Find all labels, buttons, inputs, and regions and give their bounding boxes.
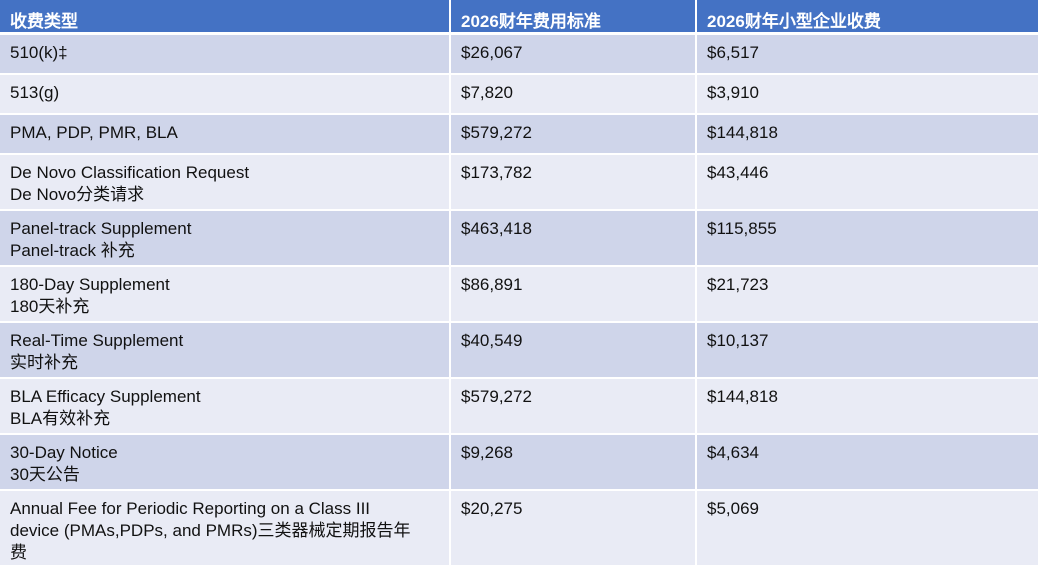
table-row: 510(k)‡ $26,067 $6,517	[0, 35, 1038, 75]
fee-table-body: 510(k)‡ $26,067 $6,517 513(g) $7,820 $3,910 PM…	[0, 35, 1038, 567]
fee-type-cell: PMA, PDP, PMR, BLA	[0, 115, 451, 155]
small-business-fee-cell: $6,517	[697, 35, 1038, 75]
fee-type-label: Annual Fee for Periodic Reporting on a C…	[10, 499, 371, 518]
fee-type-label: 30-Day Notice	[10, 443, 118, 462]
small-business-fee-cell: $43,446	[697, 155, 1038, 211]
fee-type-label: 30天公告	[10, 465, 80, 484]
header-standard-fee: 2026财年费用标准	[451, 0, 697, 35]
table-row: Annual Fee for Periodic Reporting on a C…	[0, 491, 1038, 567]
fee-type-cell: De Novo Classification Request De Novo分类请…	[0, 155, 451, 211]
table-row: 513(g) $7,820 $3,910	[0, 75, 1038, 115]
standard-fee-cell: $7,820	[451, 75, 697, 115]
fee-type-label: BLA有效补充	[10, 409, 111, 428]
fee-type-cell: Panel-track Supplement Panel-track 补充	[0, 211, 451, 267]
fee-type-label: device (PMAs,PDPs, and PMRs)三类器械定期报告年	[10, 521, 411, 540]
fee-type-cell: 30-Day Notice 30天公告	[0, 435, 451, 491]
fee-type-cell: 513(g)	[0, 75, 451, 115]
fee-type-label: 513(g)	[10, 83, 60, 102]
table-row: PMA, PDP, PMR, BLA $579,272 $144,818	[0, 115, 1038, 155]
small-business-fee-cell: $21,723	[697, 267, 1038, 323]
small-business-fee-cell: $115,855	[697, 211, 1038, 267]
table-row: Panel-track Supplement Panel-track 补充 $463…	[0, 211, 1038, 267]
fee-type-label: 180天补充	[10, 297, 90, 316]
fee-type-label: PMA, PDP, PMR, BLA	[10, 123, 178, 142]
fee-type-label: De Novo分类请求	[10, 185, 145, 204]
small-business-fee-cell: $3,910	[697, 75, 1038, 115]
table-row: 180-Day Supplement 180天补充 $86,891 $21,723	[0, 267, 1038, 323]
small-business-fee-cell: $144,818	[697, 379, 1038, 435]
fee-type-label: Real-Time Supplement	[10, 331, 184, 350]
table-row: De Novo Classification Request De Novo分类请…	[0, 155, 1038, 211]
standard-fee-cell: $579,272	[451, 115, 697, 155]
table-row: BLA Efficacy Supplement BLA有效补充 $579,272 $1…	[0, 379, 1038, 435]
table-row: Real-Time Supplement 实时补充 $40,549 $10,137	[0, 323, 1038, 379]
standard-fee-cell: $26,067	[451, 35, 697, 75]
header-row: 收费类型 2026财年费用标准 2026财年小型企业收费	[0, 0, 1038, 35]
fee-type-label: 实时补充	[10, 353, 78, 372]
fee-type-label: Panel-track Supplement	[10, 219, 192, 238]
small-business-fee-cell: $4,634	[697, 435, 1038, 491]
standard-fee-cell: $20,275	[451, 491, 697, 567]
fee-type-label: 510(k)‡	[10, 43, 68, 62]
small-business-fee-cell: $5,069	[697, 491, 1038, 567]
fee-type-cell: 510(k)‡	[0, 35, 451, 75]
standard-fee-cell: $86,891	[451, 267, 697, 323]
fee-type-label: De Novo Classification Request	[10, 163, 250, 182]
fee-type-label: 180-Day Supplement	[10, 275, 170, 294]
fee-type-label: BLA Efficacy Supplement	[10, 387, 201, 406]
standard-fee-cell: $40,549	[451, 323, 697, 379]
fee-type-cell: Real-Time Supplement 实时补充	[0, 323, 451, 379]
standard-fee-cell: $9,268	[451, 435, 697, 491]
fee-type-label: 费	[10, 543, 27, 562]
fee-type-label: Panel-track 补充	[10, 241, 135, 260]
fee-type-cell: BLA Efficacy Supplement BLA有效补充	[0, 379, 451, 435]
small-business-fee-cell: $10,137	[697, 323, 1038, 379]
header-small-business-fee: 2026财年小型企业收费	[697, 0, 1038, 35]
header-fee-type: 收费类型	[0, 0, 451, 35]
fee-type-cell: Annual Fee for Periodic Reporting on a C…	[0, 491, 451, 567]
standard-fee-cell: $173,782	[451, 155, 697, 211]
standard-fee-cell: $463,418	[451, 211, 697, 267]
table-row: 30-Day Notice 30天公告 $9,268 $4,634	[0, 435, 1038, 491]
fee-type-cell: 180-Day Supplement 180天补充	[0, 267, 451, 323]
small-business-fee-cell: $144,818	[697, 115, 1038, 155]
standard-fee-cell: $579,272	[451, 379, 697, 435]
